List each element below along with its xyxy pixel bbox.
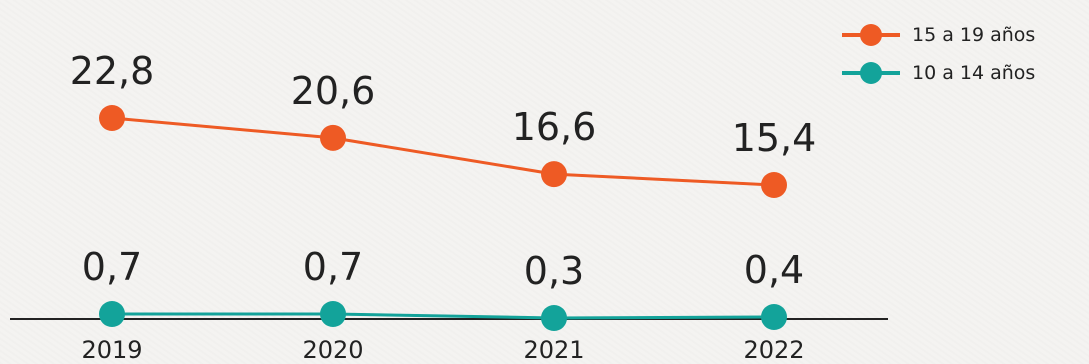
data-point-series-2[interactable] xyxy=(320,301,346,327)
data-point-series-2[interactable] xyxy=(541,305,567,331)
data-point-series-2[interactable] xyxy=(761,304,787,330)
data-labels: 22,8 20,6 16,6 15,4 0,7 0,7 0,3 0,4 xyxy=(70,49,817,293)
legend-item-series-1[interactable]: 15 a 19 años xyxy=(842,17,1035,53)
data-point-series-1[interactable] xyxy=(320,124,346,151)
data-point-series-1[interactable] xyxy=(761,172,787,198)
legend-label-series-1: 15 a 19 años xyxy=(912,24,1036,46)
series-layer xyxy=(99,105,787,331)
data-label-series-1: 16,6 xyxy=(512,105,597,149)
data-label-series-2: 0,3 xyxy=(524,249,584,293)
series-line-2 xyxy=(112,312,775,320)
data-label-series-1: 15,4 xyxy=(732,116,817,160)
series-line-1 xyxy=(111,116,775,187)
data-point-series-1[interactable] xyxy=(99,105,125,131)
data-label-series-2: 0,7 xyxy=(82,245,142,289)
data-point-series-2[interactable] xyxy=(99,301,125,327)
legend-swatch-series-2 xyxy=(842,61,900,85)
x-tick-label: 2021 xyxy=(523,336,584,364)
x-tick-label: 2022 xyxy=(743,336,804,364)
legend-swatch-series-1 xyxy=(842,23,900,47)
legend-marker-series-2 xyxy=(860,62,882,84)
x-tick-label: 2019 xyxy=(81,336,142,364)
x-axis: 2019 2020 2021 2022 xyxy=(10,318,888,364)
data-label-series-2: 0,4 xyxy=(744,248,804,292)
legend-marker-series-1 xyxy=(860,24,882,46)
data-label-series-2: 0,7 xyxy=(303,245,363,289)
x-tick-label: 2020 xyxy=(302,336,363,364)
legend-item-series-2[interactable]: 10 a 14 años xyxy=(842,55,1035,91)
data-label-series-1: 22,8 xyxy=(70,49,155,93)
data-label-series-1: 20,6 xyxy=(291,69,376,113)
data-point-series-1[interactable] xyxy=(541,161,567,188)
legend: 15 a 19 años 10 a 14 años xyxy=(842,17,1035,93)
legend-label-series-2: 10 a 14 años xyxy=(912,62,1036,84)
